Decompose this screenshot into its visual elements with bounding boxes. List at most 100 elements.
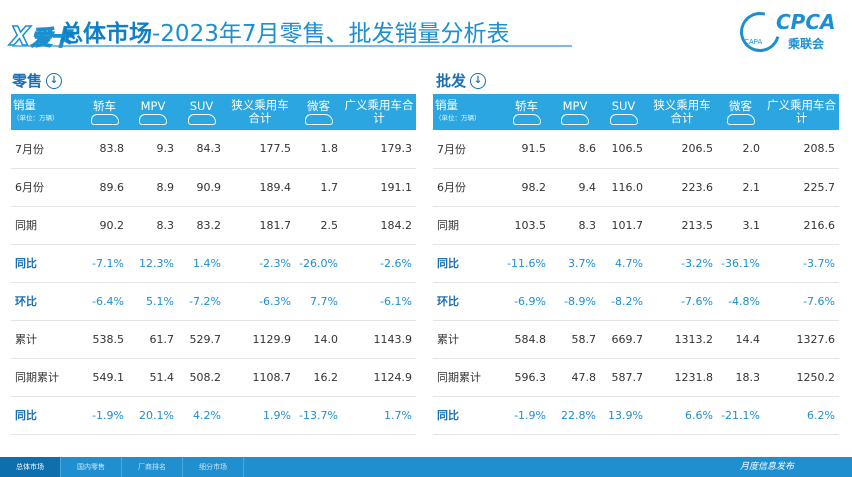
header-label-cell: 销量 （单位：万辆） (13, 98, 59, 123)
table-cell: 5.1% (146, 294, 174, 308)
table-row: 同期累计 549.1 51.4 508.2 1108.7 16.2 1124.9 (11, 358, 416, 396)
table-cell: -2.6% (380, 256, 412, 270)
header-label-cell: 销量 （单位：万辆） (435, 98, 481, 123)
table-cell: 206.5 (681, 142, 714, 156)
table-cell: 1.8 (320, 142, 339, 156)
table-cell: 216.6 (803, 218, 836, 232)
table-cell: 90.2 (99, 218, 125, 232)
publish-label: 月度信息发布 (739, 462, 794, 472)
table-cell: 103.5 (514, 218, 547, 232)
table-row: 7月份 91.5 8.6 106.5 206.5 2.0 208.5 (433, 130, 839, 168)
table-cell: 1327.6 (796, 332, 836, 346)
table-cell: 208.5 (803, 142, 836, 156)
table-cell: 90.9 (196, 180, 222, 194)
retail-table: 销量 （单位：万辆） 轿车 MPV SUV 狭义乘用车合计 微客 广义乘用车合计 7月份 83.… (11, 94, 416, 435)
table-cell: 189.4 (259, 180, 292, 194)
table-cell: 1.9% (263, 408, 291, 422)
footer-tab[interactable]: 细分市场 (183, 457, 244, 477)
table-cell: -26.0% (299, 256, 338, 270)
table-cell: 184.2 (380, 218, 413, 232)
car-icon (726, 113, 755, 125)
table-cell: -6.4% (92, 294, 124, 308)
row-label: 7月份 (15, 142, 44, 156)
row-label: 累计 (437, 333, 459, 346)
car-icon (512, 113, 541, 125)
table-cell: 225.7 (803, 180, 836, 194)
table-cell: 4.7% (615, 256, 643, 270)
table-row: 同比 -7.1% 12.3% 1.4% -2.3% -26.0% -2.6% (11, 244, 416, 282)
table-cell: 101.7 (611, 218, 644, 232)
row-label: 7月份 (437, 142, 466, 156)
table-cell: 14.4 (735, 332, 761, 346)
column-header: SUV (600, 94, 647, 130)
table-row: 累计 584.8 58.7 669.7 1313.2 14.4 1327.6 (433, 320, 839, 358)
table-row: 环比 -6.9% -8.9% -8.2% -7.6% -4.8% -7.6% (433, 282, 839, 320)
table-cell: 1129.9 (252, 332, 292, 346)
table-cell: 1.7% (384, 408, 412, 422)
table-cell: 8.3 (578, 218, 597, 232)
table-cell: 1124.9 (373, 370, 413, 384)
column-header: MPV (550, 94, 600, 130)
table-cell: -2.3% (259, 256, 291, 270)
table-cell: 1.7 (320, 180, 339, 194)
table-cell: 2.1 (742, 180, 761, 194)
row-label: 环比 (437, 295, 459, 308)
table-cell: 22.8% (561, 408, 596, 422)
table-cell: -6.1% (380, 294, 412, 308)
table-cell: 529.7 (189, 332, 222, 346)
row-label: 同期累计 (437, 371, 481, 384)
table-cell: 3.1 (742, 218, 761, 232)
table-cell: 223.6 (681, 180, 714, 194)
table-cell: 2.5 (320, 218, 339, 232)
footer-tab[interactable]: 厂商排名 (122, 457, 183, 477)
table-cell: 89.6 (99, 180, 125, 194)
arrow-down-icon: ↓ (470, 72, 487, 89)
table-cell: 47.8 (571, 370, 597, 384)
table-cell: 7.7% (310, 294, 338, 308)
table-header-row: 销量 （单位：万辆） 轿车 MPV SUV 狭义乘用车合计 微客 广义乘用车合计 (433, 94, 839, 130)
table-cell: -7.1% (92, 256, 124, 270)
column-header: 狭义乘用车合计 (231, 98, 289, 125)
arrow-down-icon: ↓ (46, 72, 63, 89)
car-icon (609, 113, 638, 125)
table-cell: -11.6% (507, 256, 546, 270)
table-cell: -7.6% (681, 294, 713, 308)
table-cell: -8.2% (611, 294, 643, 308)
table-cell: 4.2% (193, 408, 221, 422)
car-icon (304, 113, 333, 125)
table-cell: 181.7 (259, 218, 292, 232)
table-cell: 18.3 (735, 370, 761, 384)
table-cell: 6.2% (807, 408, 835, 422)
row-label: 累计 (15, 333, 37, 346)
column-header: 微客 (295, 94, 342, 130)
table-cell: -8.9% (564, 294, 596, 308)
column-header: 轿车 (503, 94, 550, 130)
row-label: 环比 (15, 295, 37, 308)
table-cell: 587.7 (611, 370, 644, 384)
footer-tab[interactable]: 国内零售 (61, 457, 122, 477)
table-cell: -1.9% (514, 408, 546, 422)
table-row: 同比 -11.6% 3.7% 4.7% -3.2% -36.1% -3.7% (433, 244, 839, 282)
table-cell: -7.6% (803, 294, 835, 308)
table-cell: 508.2 (189, 370, 222, 384)
column-header: 微客 (717, 94, 764, 130)
table-cell: 83.8 (99, 142, 125, 156)
table-cell: 1231.8 (674, 370, 714, 384)
table-cell: 12.3% (139, 256, 174, 270)
table-cell: 177.5 (259, 142, 292, 156)
table-header-row: 销量 （单位：万辆） 轿车 MPV SUV 狭义乘用车合计 微客 广义乘用车合计 (11, 94, 416, 130)
column-header: 狭义乘用车合计 (653, 98, 711, 125)
car-icon (187, 113, 216, 125)
table-cell: 84.3 (196, 142, 222, 156)
table-cell: 538.5 (92, 332, 125, 346)
table-cell: 191.1 (380, 180, 413, 194)
table-row: 同期累计 596.3 47.8 587.7 1231.8 18.3 1250.2 (433, 358, 839, 396)
table-cell: -7.2% (189, 294, 221, 308)
table-cell: 213.5 (681, 218, 714, 232)
column-header: 轿车 (81, 94, 128, 130)
footer-tab[interactable]: 总体市场 (0, 457, 61, 477)
table-row: 6月份 89.6 8.9 90.9 189.4 1.7 191.1 (11, 168, 416, 206)
table-row: 同期 103.5 8.3 101.7 213.5 3.1 216.6 (433, 206, 839, 244)
table-cell: 116.0 (611, 180, 644, 194)
table-cell: 584.8 (514, 332, 547, 346)
